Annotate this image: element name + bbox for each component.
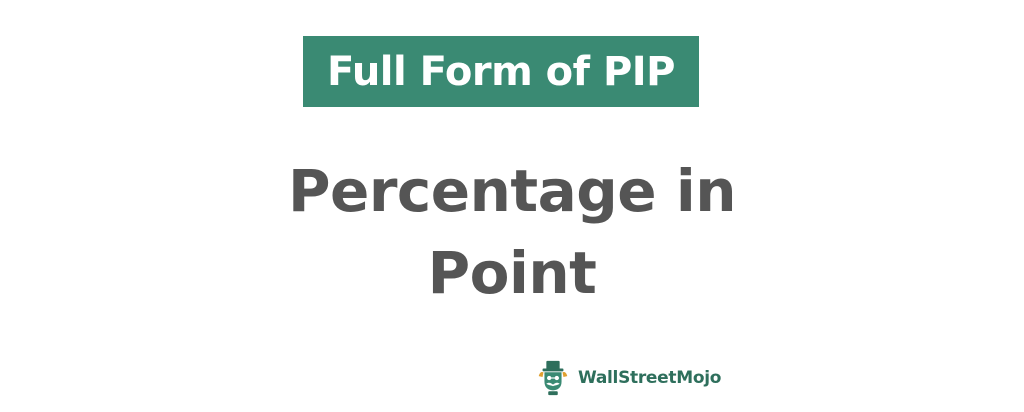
- brand-watermark: WallStreetMojo: [534, 358, 721, 398]
- full-form-definition: Percentage in Point: [0, 150, 1024, 314]
- wallstreetmojo-logo-icon: [538, 360, 568, 396]
- brand-name: WallStreetMojo: [578, 368, 722, 388]
- title-banner: Full Form of PIP: [303, 36, 699, 107]
- page-title: Full Form of PIP: [327, 48, 676, 95]
- definition-line-2: Point: [427, 239, 597, 307]
- definition-line-1: Percentage in: [287, 157, 737, 225]
